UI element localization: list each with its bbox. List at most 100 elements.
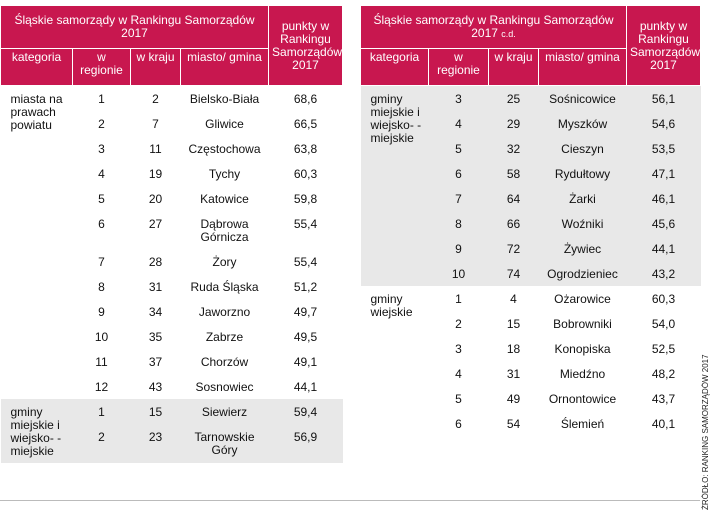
rank-country: 32 bbox=[488, 136, 539, 161]
table-row: gminy miejskie i wiejsko- -miejskie 1 15 Si… bbox=[0, 399, 343, 463]
municipality: Sosnowiec bbox=[195, 380, 254, 394]
table-row: 7 28 Żory 55,4 bbox=[1, 249, 343, 274]
rank-country: 15 bbox=[506, 317, 521, 331]
municipality: Myszków bbox=[538, 111, 627, 136]
points: 49,7 bbox=[293, 305, 318, 319]
rank-region: 1 bbox=[98, 92, 105, 106]
municipality: Ożarowice bbox=[554, 292, 611, 306]
table-row: 6 58 Rydułtowy 47,1 bbox=[361, 161, 701, 186]
bottom-rule bbox=[0, 500, 700, 501]
column-header: punkty w Rankingu Samorządów 2017 bbox=[626, 5, 701, 86]
table-row: 10 74 Ogrodzieniec 43,2 bbox=[361, 261, 701, 286]
municipality: Konopiska bbox=[554, 342, 611, 356]
table-row: 11 37 Chorzów 49,1 bbox=[1, 349, 343, 374]
municipality: Tychy bbox=[208, 167, 241, 181]
rank-region: 3 bbox=[98, 142, 105, 156]
municipality: Woźniki bbox=[538, 211, 627, 236]
table-title: Śląskie samorządy w Rankingu Samorządów … bbox=[0, 5, 270, 49]
rank-region: 9 bbox=[428, 236, 489, 261]
rank-region: 10 bbox=[428, 261, 489, 286]
municipality: Gliwice bbox=[205, 117, 244, 131]
rank-country: 20 bbox=[148, 192, 163, 206]
rank-country: 64 bbox=[488, 186, 539, 211]
rank-region: 5 bbox=[428, 136, 489, 161]
rank-country: 66 bbox=[488, 211, 539, 236]
points: 59,4 bbox=[268, 399, 343, 425]
points: 44,1 bbox=[626, 236, 701, 261]
rank-region: 3 bbox=[455, 342, 462, 356]
table-row: 5 20 Katowice 59,8 bbox=[1, 186, 343, 211]
rank-region: 12 bbox=[94, 380, 109, 394]
column-header: w regionie bbox=[72, 48, 131, 86]
rank-region: 4 bbox=[428, 111, 489, 136]
points: 68,6 bbox=[293, 92, 318, 106]
table-row: 2 7 Gliwice 66,5 bbox=[1, 111, 343, 136]
rank-country: 18 bbox=[506, 342, 521, 356]
points: 54,6 bbox=[626, 111, 701, 136]
table-row: 5 32 Cieszyn 53,5 bbox=[361, 136, 701, 161]
rank-country: 29 bbox=[488, 111, 539, 136]
category: gminy miejskie i wiejsko- -miejskie bbox=[0, 399, 73, 463]
table-row: 12 43 Sosnowiec 44,1 bbox=[1, 374, 343, 399]
points: 48,2 bbox=[651, 367, 676, 381]
rank-country: 28 bbox=[148, 255, 163, 269]
rank-country: 37 bbox=[148, 355, 163, 369]
rank-region: 3 bbox=[428, 85, 489, 111]
municipality: Cieszyn bbox=[538, 136, 627, 161]
table-title: Śląskie samorządy w Rankingu Samorządów … bbox=[360, 5, 627, 49]
title-text: Śląskie samorządy w Rankingu Samorządów … bbox=[373, 12, 614, 40]
table-row: 2 15 Bobrowniki 54,0 bbox=[361, 311, 701, 336]
rank-region: 7 bbox=[428, 186, 489, 211]
table-row: 9 34 Jaworzno 49,7 bbox=[1, 299, 343, 324]
rank-country: 11 bbox=[149, 142, 162, 156]
municipality: Dąbrowa Górnicza bbox=[200, 217, 249, 244]
rank-region: 9 bbox=[98, 305, 105, 319]
rank-country: 58 bbox=[488, 161, 539, 186]
column-header: w regionie bbox=[428, 48, 489, 86]
category: gminy wiejskie bbox=[370, 292, 413, 319]
points: 40,1 bbox=[651, 417, 676, 431]
points: 56,1 bbox=[626, 85, 701, 111]
points: 49,5 bbox=[293, 330, 318, 344]
rank-country: 31 bbox=[506, 367, 521, 381]
table-row: 7 64 Żarki 46,1 bbox=[361, 186, 701, 211]
rank-region: 6 bbox=[428, 161, 489, 186]
points: 66,5 bbox=[293, 117, 318, 131]
table-row: 4 19 Tychy 60,3 bbox=[1, 161, 343, 186]
column-header: w kraju bbox=[488, 48, 539, 86]
municipality: Żory bbox=[212, 255, 237, 269]
table-row: 6 27 Dąbrowa Górnicza 55,4 bbox=[1, 211, 343, 249]
rank-country: 15 bbox=[130, 399, 181, 425]
points: 56,9 bbox=[268, 424, 343, 463]
table-row: 9 72 Żywiec 44,1 bbox=[361, 236, 701, 261]
table-row: 4 29 Myszków 54,6 bbox=[361, 111, 701, 136]
points: 49,1 bbox=[293, 355, 318, 369]
municipality: Żywiec bbox=[538, 236, 627, 261]
points: 43,7 bbox=[651, 392, 676, 406]
points: 55,4 bbox=[293, 255, 318, 269]
rank-region: 10 bbox=[94, 330, 109, 344]
table-row: 2 23 Tarnowskie Góry 56,9 bbox=[1, 424, 343, 463]
rank-region: 6 bbox=[455, 417, 462, 431]
rank-region: 1 bbox=[72, 399, 131, 425]
points: 45,6 bbox=[626, 211, 701, 236]
table-row: 8 66 Woźniki 45,6 bbox=[361, 211, 701, 236]
municipality: Rydułtowy bbox=[538, 161, 627, 186]
rank-region: 2 bbox=[72, 424, 131, 463]
municipality: Katowice bbox=[200, 192, 249, 206]
municipality: Bobrowniki bbox=[553, 317, 612, 331]
points: 44,1 bbox=[293, 380, 318, 394]
municipality: Jaworzno bbox=[198, 305, 251, 319]
category: gminy miejskie i wiejsko- -miejskie bbox=[360, 85, 429, 286]
points: 60,3 bbox=[651, 292, 676, 306]
rank-region: 5 bbox=[98, 192, 105, 206]
rank-country: 43 bbox=[148, 380, 163, 394]
rank-country: 54 bbox=[506, 417, 521, 431]
rank-country: 49 bbox=[506, 392, 521, 406]
rank-region: 8 bbox=[428, 211, 489, 236]
rank-country: 72 bbox=[488, 236, 539, 261]
points: 43,2 bbox=[626, 261, 701, 286]
rank-region: 11 bbox=[95, 355, 108, 369]
points: 52,5 bbox=[651, 342, 676, 356]
